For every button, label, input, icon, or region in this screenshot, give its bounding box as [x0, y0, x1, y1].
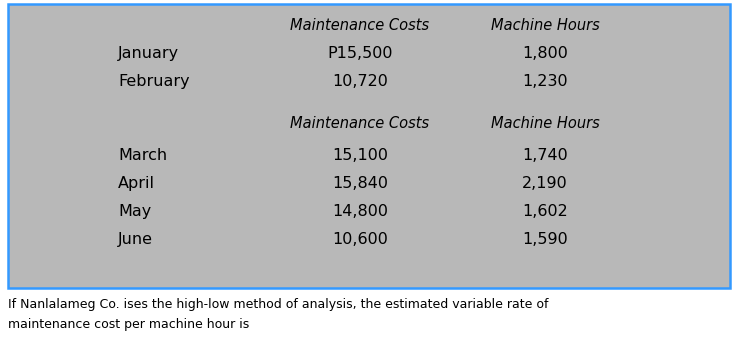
Text: Maintenance Costs: Maintenance Costs [290, 116, 429, 131]
Text: 10,600: 10,600 [332, 232, 388, 247]
Text: Machine Hours: Machine Hours [491, 18, 599, 33]
Text: June: June [118, 232, 153, 247]
Text: April: April [118, 176, 155, 191]
Text: 1,602: 1,602 [522, 204, 568, 219]
Text: 2,190: 2,190 [522, 176, 568, 191]
Text: 1,800: 1,800 [522, 46, 568, 61]
FancyBboxPatch shape [8, 4, 730, 288]
Text: 1,230: 1,230 [522, 74, 568, 89]
Text: 1,740: 1,740 [522, 148, 568, 163]
Text: 1,590: 1,590 [522, 232, 568, 247]
Text: Machine Hours: Machine Hours [491, 116, 599, 131]
Text: March: March [118, 148, 167, 163]
Text: Maintenance Costs: Maintenance Costs [290, 18, 429, 33]
Text: 14,800: 14,800 [332, 204, 388, 219]
Text: maintenance cost per machine hour is: maintenance cost per machine hour is [8, 318, 249, 331]
Text: P15,500: P15,500 [327, 46, 393, 61]
Text: January: January [118, 46, 179, 61]
Text: If Nanlalameg Co. ises the high-low method of analysis, the estimated variable r: If Nanlalameg Co. ises the high-low meth… [8, 298, 548, 311]
Text: 15,100: 15,100 [332, 148, 388, 163]
Text: February: February [118, 74, 189, 89]
Text: 15,840: 15,840 [332, 176, 388, 191]
Text: May: May [118, 204, 151, 219]
Text: 10,720: 10,720 [332, 74, 388, 89]
